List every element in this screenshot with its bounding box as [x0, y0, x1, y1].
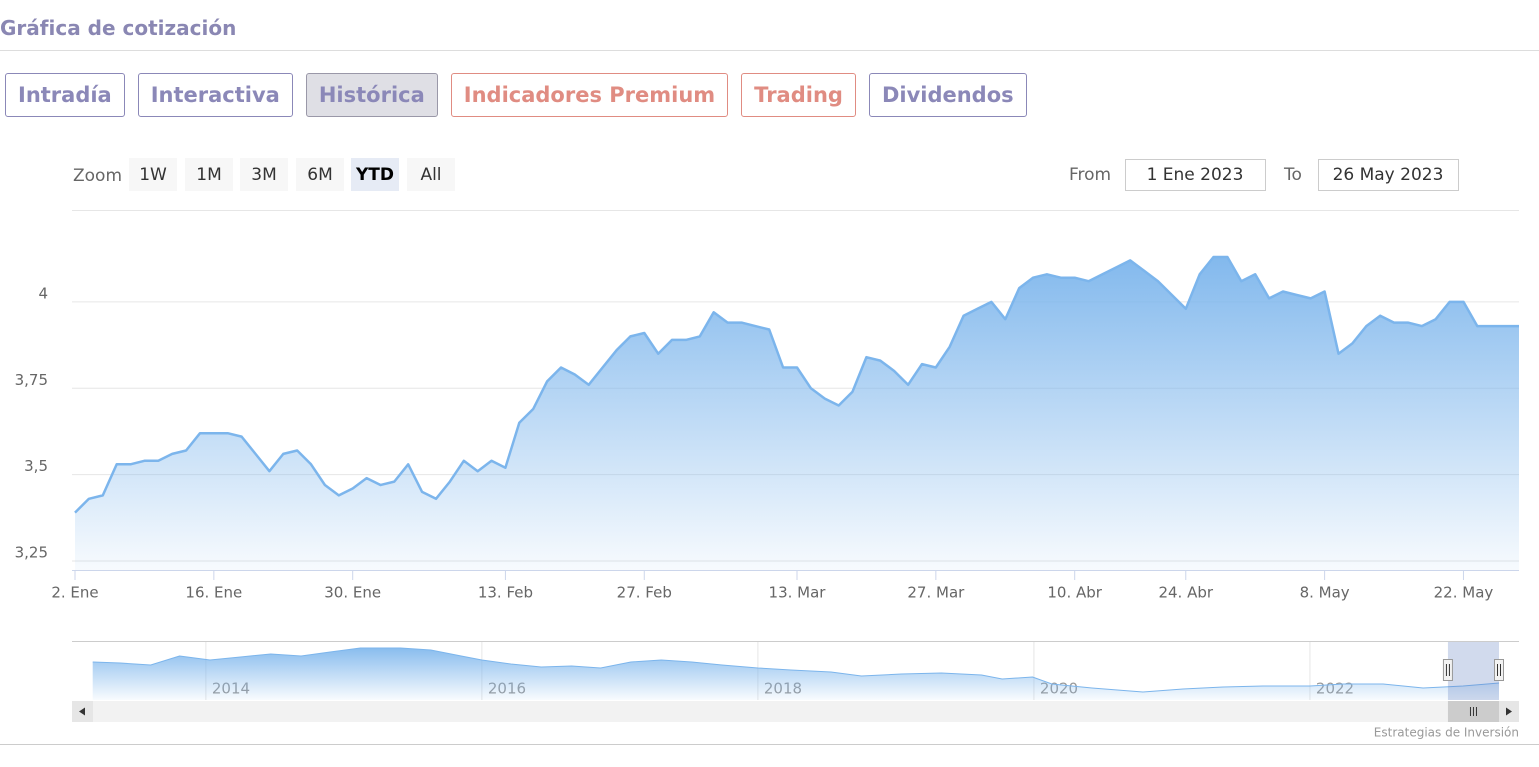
tab[interactable]: Intradía: [5, 73, 125, 117]
x-tick-label: 22. May: [1434, 584, 1494, 602]
x-tick-label: 13. Feb: [478, 584, 533, 602]
to-input[interactable]: [1318, 159, 1459, 191]
zoom-button-label[interactable]: 1W: [139, 165, 167, 185]
zoom-button[interactable]: [407, 158, 455, 191]
y-tick-label: 3,75: [15, 371, 48, 389]
tab[interactable]: Histórica: [305, 73, 438, 117]
y-tick-label: 3,25: [15, 544, 48, 562]
tab[interactable]: Dividendos: [868, 73, 1027, 117]
zoom-button-label[interactable]: 1M: [196, 165, 221, 185]
x-tick-label: 16. Ene: [185, 584, 242, 602]
x-tick-label: 10. Abr: [1047, 584, 1102, 602]
zoom-button[interactable]: [351, 158, 399, 191]
tab-bar: Intradía Interactiva Histórica Indicadores …: [5, 73, 1027, 117]
area-fill: [92, 648, 1500, 700]
page-title: Gráfica de cotización: [0, 16, 237, 40]
x-tick-label: 24. Abr: [1158, 584, 1213, 602]
zoom-button-label[interactable]: YTD: [355, 165, 394, 185]
price-line: [92, 647, 1500, 693]
zoom-button-label[interactable]: 3M: [251, 165, 276, 185]
zoom-button-label[interactable]: All: [420, 165, 441, 185]
scrollbar-arrow: [79, 707, 85, 716]
x-tick-label: 8. May: [1300, 584, 1350, 602]
x-tick-label: 27. Mar: [907, 584, 965, 602]
x-tick-label: 2. Ene: [51, 584, 98, 602]
zoom-label: Zoom: [73, 166, 122, 186]
y-tick-label: 4: [38, 284, 48, 302]
range-selector: Zoom 1W 1M 3M 6M YTD All From 1 Ene 2023 To 26 May…: [73, 158, 1519, 740]
tab[interactable]: Interactiva: [137, 73, 293, 117]
to-label: To: [1283, 165, 1302, 185]
x-tick-label: 30. Ene: [324, 584, 381, 602]
zoom-button-label[interactable]: 6M: [307, 165, 332, 185]
zoom-button[interactable]: [185, 158, 233, 191]
navigator: 20142016201820202022: [72, 641, 1519, 722]
zoom-button[interactable]: [129, 158, 177, 191]
main-chart: 3,25 3,5 3,75 4 2. Ene 16. Ene 30. Ene 13. Feb 2…: [15, 210, 1519, 602]
tab[interactable]: Indicadores Premium: [450, 73, 729, 117]
scrollbar-arrow: [1506, 707, 1512, 716]
zoom-button[interactable]: [296, 158, 344, 191]
scrollbar-track: [72, 701, 1519, 722]
tab[interactable]: Trading: [741, 73, 856, 117]
area-fill: [75, 257, 1519, 570]
from-value[interactable]: 1 Ene 2023: [1147, 165, 1244, 185]
y-tick-label: 3,5: [24, 457, 48, 475]
from-label: From: [1069, 165, 1111, 185]
from-input[interactable]: [1125, 159, 1266, 191]
to-value[interactable]: 26 May 2023: [1333, 165, 1444, 185]
x-tick-label: 13. Mar: [769, 584, 827, 602]
divider: [0, 744, 1539, 745]
navigator-handle[interactable]: [1442, 659, 1453, 681]
price-line: [74, 255, 1519, 514]
divider: [0, 50, 1539, 51]
zoom-button[interactable]: [240, 158, 288, 191]
navigator-handle[interactable]: [1494, 659, 1504, 681]
navigator-selection: [1447, 642, 1499, 700]
x-tick-label: 27. Feb: [617, 584, 672, 602]
credits: Estrategias de Inversión: [1374, 726, 1519, 740]
